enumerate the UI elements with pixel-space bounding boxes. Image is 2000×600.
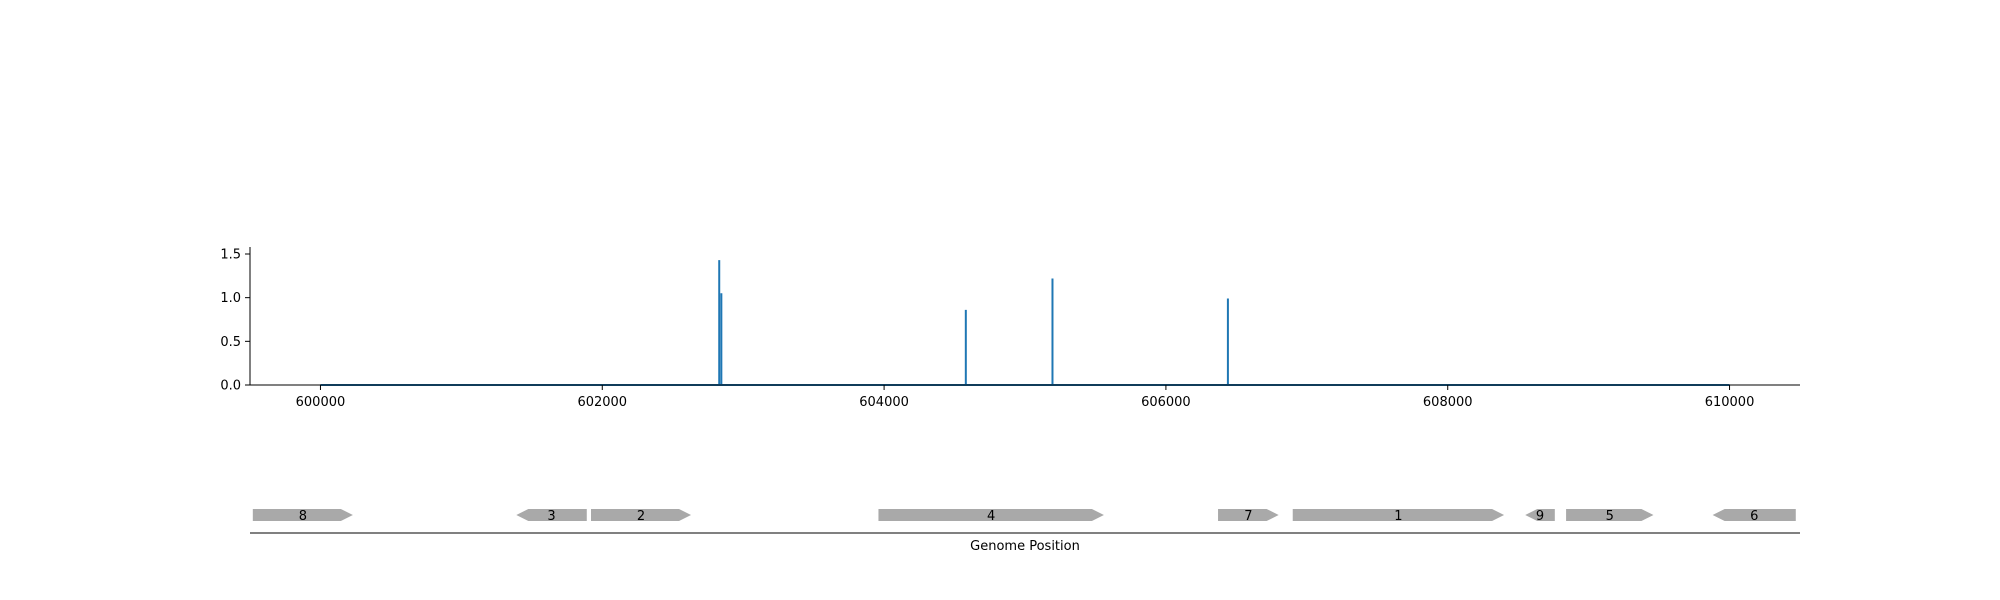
gene-track-x-axis-label: Genome Position	[970, 539, 1080, 554]
gene-arrow	[1292, 509, 1505, 521]
gene-arrow	[252, 509, 353, 521]
gene-track: 8 3 2 4 7 1 9 5 6 Genome Position	[250, 509, 1800, 554]
x-tick-label: 604000	[859, 395, 909, 410]
gene-label: 6	[1750, 509, 1758, 524]
x-axis-ticks: 600000 602000 604000 606000 608000 610000	[296, 385, 1755, 410]
gene-arrow	[1525, 509, 1555, 521]
gene-label: 7	[1244, 509, 1252, 524]
coverage-spikes	[718, 260, 1229, 385]
x-tick-label: 602000	[577, 395, 627, 410]
gene-arrow	[1712, 509, 1796, 521]
gene-label: 5	[1606, 509, 1614, 524]
x-tick-label: 606000	[1141, 395, 1191, 410]
y-tick-label: 0.5	[220, 335, 241, 350]
gene-arrow	[591, 509, 692, 521]
y-axis-ticks: 0.0 0.5 1.0 1.5	[220, 247, 250, 394]
x-tick-label: 608000	[1423, 395, 1473, 410]
gene-label: 4	[987, 509, 995, 524]
x-tick-label: 600000	[296, 395, 346, 410]
coverage-plot: 0.0 0.5 1.0 1.5 600000 602000 604000 606000 608…	[220, 247, 1800, 410]
gene-label: 2	[637, 509, 645, 524]
gene-label: 9	[1536, 509, 1544, 524]
gene-arrow	[1566, 509, 1654, 521]
gene-label: 1	[1394, 509, 1402, 524]
y-tick-label: 0.0	[220, 379, 241, 394]
x-tick-label: 610000	[1705, 395, 1755, 410]
y-tick-label: 1.0	[220, 291, 241, 306]
gene-arrows: 8 3 2 4 7 1 9 5 6	[252, 509, 1796, 524]
y-tick-label: 1.5	[220, 247, 241, 262]
gene-label: 8	[299, 509, 307, 524]
gene-arrow	[1218, 509, 1279, 521]
gene-arrow	[516, 509, 587, 521]
gene-label: 3	[547, 509, 555, 524]
gene-arrow	[878, 509, 1104, 521]
